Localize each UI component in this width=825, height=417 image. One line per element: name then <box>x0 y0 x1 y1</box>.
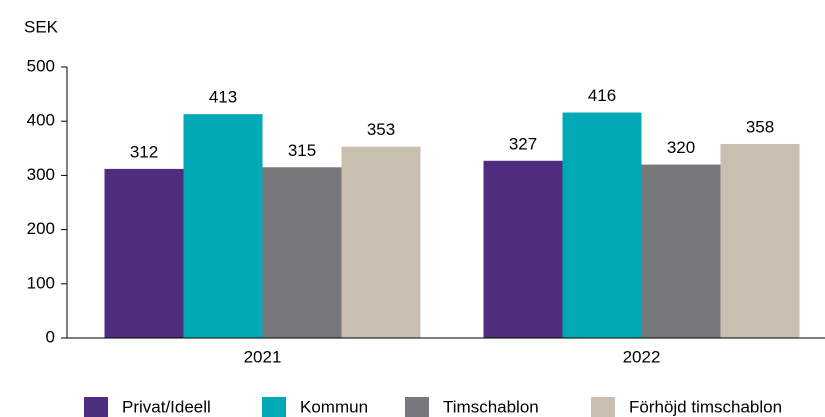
value-label: 358 <box>746 117 774 136</box>
y-tick-label: 400 <box>27 111 55 130</box>
y-tick-label: 0 <box>46 327 55 346</box>
y-tick-label: 100 <box>27 273 55 292</box>
value-label: 312 <box>130 142 158 161</box>
legend-swatch <box>84 397 108 417</box>
value-label: 315 <box>288 141 316 160</box>
y-axis-label: SEK <box>24 17 59 36</box>
y-tick-label: 300 <box>27 165 55 184</box>
value-label: 320 <box>667 138 695 157</box>
legend-label: Förhöjd timschablon <box>629 397 782 416</box>
y-tick-label: 200 <box>27 219 55 238</box>
legend-label: Timschablon <box>443 397 539 416</box>
legend-swatch <box>405 397 429 417</box>
bar <box>104 168 184 338</box>
bar <box>341 146 421 338</box>
y-tick-label: 500 <box>27 56 55 75</box>
bar <box>720 143 800 338</box>
value-label: 416 <box>588 86 616 105</box>
bar <box>483 160 563 338</box>
value-label: 353 <box>367 120 395 139</box>
legend-label: Kommun <box>300 397 368 416</box>
value-label: 413 <box>209 88 237 107</box>
legend-swatch <box>262 397 286 417</box>
x-tick-label: 2022 <box>623 347 661 366</box>
legend-swatch <box>591 397 615 417</box>
legend-label: Privat/Ideell <box>122 397 211 416</box>
bar <box>641 164 721 338</box>
value-label: 327 <box>509 134 537 153</box>
bar <box>183 114 263 339</box>
bar <box>562 112 642 338</box>
bar <box>262 167 342 338</box>
x-tick-label: 2021 <box>244 347 282 366</box>
